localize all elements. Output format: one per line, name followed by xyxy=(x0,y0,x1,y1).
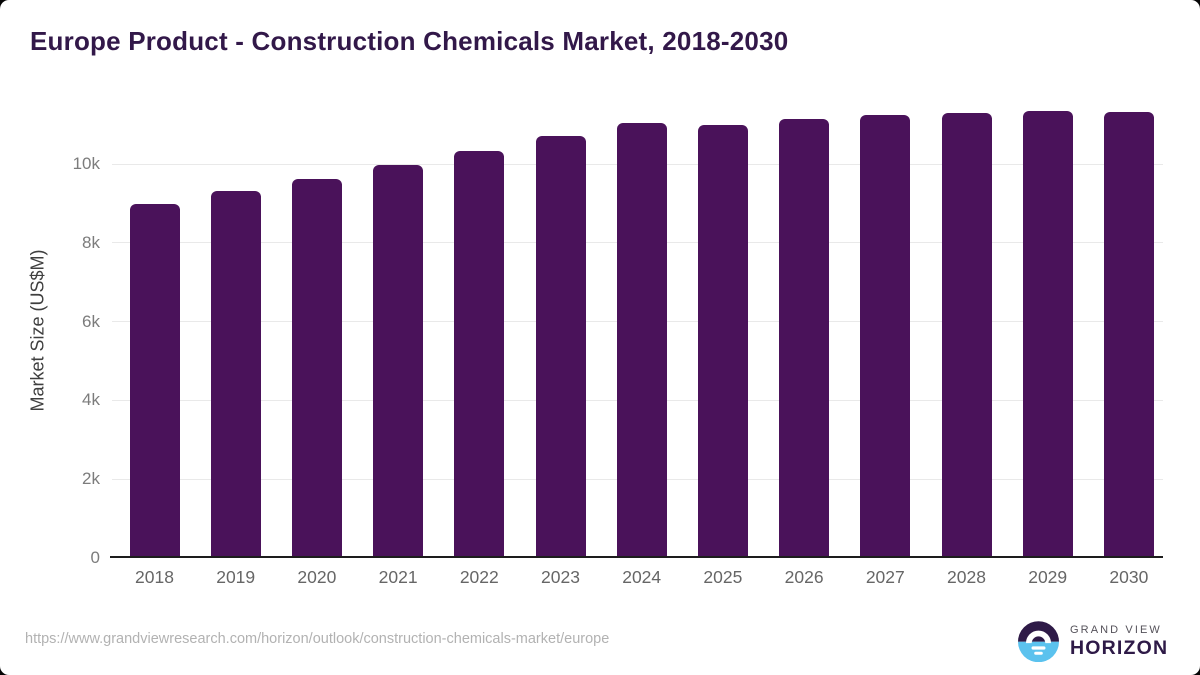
x-tick-label: 2026 xyxy=(784,567,824,587)
bar-2020 xyxy=(291,178,342,558)
y-tick-label: 6k xyxy=(82,311,100,331)
bar-2018 xyxy=(129,204,180,558)
y-tick-label: 10k xyxy=(72,154,100,173)
logo-brand-bottom: HORIZON xyxy=(1070,636,1169,659)
bar-2025 xyxy=(697,125,748,558)
x-tick-label: 2030 xyxy=(1109,567,1149,587)
x-tick-label: 2025 xyxy=(703,567,743,587)
x-axis-line xyxy=(110,556,1163,558)
bar-2021 xyxy=(373,165,424,558)
bar-2029 xyxy=(1022,110,1073,558)
bar-2028 xyxy=(941,112,992,558)
bar-2026 xyxy=(779,119,830,558)
bar-2019 xyxy=(210,191,261,558)
x-tick-label: 2029 xyxy=(1028,567,1068,587)
bar-2022 xyxy=(454,150,505,558)
x-tick-label: 2022 xyxy=(459,567,499,587)
x-tick-label: 2020 xyxy=(297,567,337,587)
y-tick-label: 0 xyxy=(90,548,100,567)
x-tick-label: 2019 xyxy=(216,567,256,587)
y-tick-label: 8k xyxy=(82,232,100,252)
x-tick-label: 2018 xyxy=(135,567,174,587)
source-url-text: https://www.grandviewresearch.com/horizo… xyxy=(25,631,610,647)
y-tick-label: 2k xyxy=(82,469,100,489)
horizon-sunrise-icon xyxy=(1018,621,1059,662)
x-tick-label: 2028 xyxy=(947,567,986,587)
bar-2024 xyxy=(616,122,667,558)
bar-2030 xyxy=(1103,111,1154,558)
y-tick-label: 4k xyxy=(82,390,100,410)
x-tick-label: 2021 xyxy=(378,567,418,587)
x-tick-label: 2024 xyxy=(622,567,662,587)
x-tick-label: 2023 xyxy=(541,567,580,587)
x-tick-label: 2027 xyxy=(865,567,905,587)
chart-title: Europe Product - Construction Chemicals … xyxy=(30,26,789,56)
grand-view-horizon-logo: GRAND VIEW HORIZON xyxy=(1018,621,1168,662)
bar-2023 xyxy=(535,136,586,558)
logo-text-block: GRAND VIEW HORIZON xyxy=(1070,624,1168,660)
logo-brand-top: GRAND VIEW xyxy=(1070,623,1162,636)
bar-2027 xyxy=(860,115,911,558)
